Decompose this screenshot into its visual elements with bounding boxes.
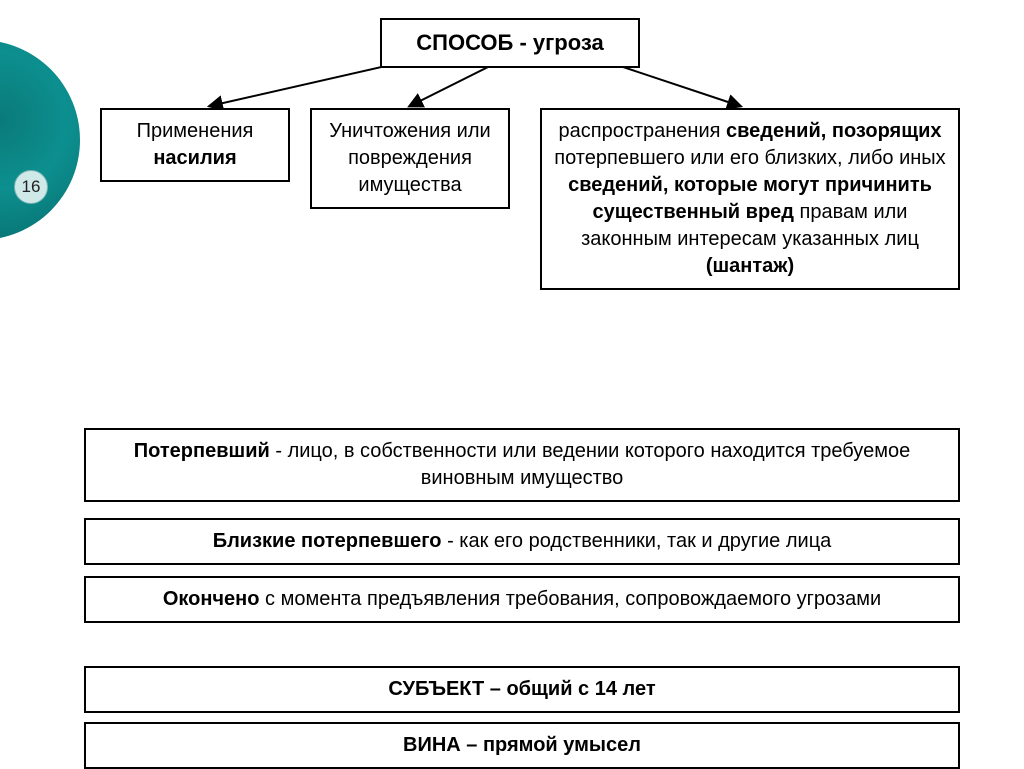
info-row-3: Окончено с момента предъявления требован… <box>84 576 960 623</box>
slide-number-badge: 16 <box>14 170 48 204</box>
child-node-3: распространения сведений, позорящих поте… <box>540 108 960 290</box>
info-row-2: Близкие потерпевшего - как его родственн… <box>84 518 960 565</box>
info-row-4: СУБЪЕКТ – общий с 14 лет <box>84 666 960 713</box>
root-node: СПОСОБ - угроза <box>380 18 640 68</box>
info-row-1: Потерпевший - лицо, в собственности или … <box>84 428 960 502</box>
decorative-circle <box>0 40 80 240</box>
info-row-5: ВИНА – прямой умысел <box>84 722 960 769</box>
child-node-2: Уничтожения или повреждения имущества <box>310 108 510 209</box>
child-node-1: Применения насилия <box>100 108 290 182</box>
